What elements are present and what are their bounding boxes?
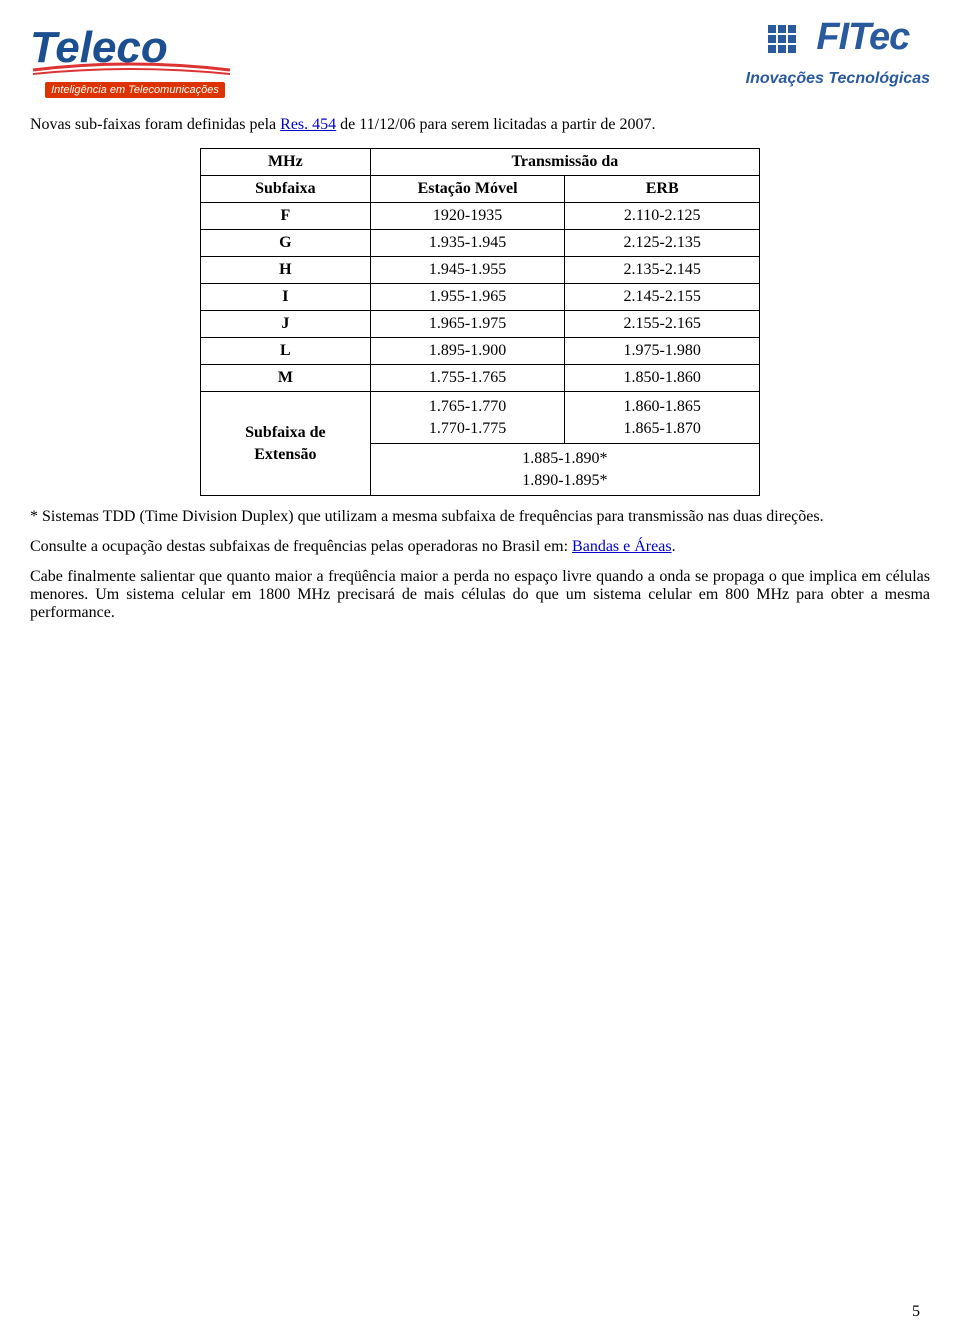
bandas-areas-link[interactable]: Bandas e Áreas [572,538,672,555]
table-row: J 1.965-1.975 2.155-2.165 [201,311,760,338]
frequency-table: MHz Transmissão da Subfaixa Estação Móve… [200,148,760,496]
consult-suffix: . [672,538,676,555]
cell-sub: M [201,365,371,392]
table-row: L 1.895-1.900 1.975-1.980 [201,338,760,365]
cell-erb: 2.125-2.135 [565,230,760,257]
cell-movel: 1.755-1.765 [370,365,565,392]
th-erb: ERB [565,176,760,203]
cell-ext-tdd: 1.885-1.890* 1.890-1.895* [370,444,759,496]
th-mhz: MHz [201,149,371,176]
cell-ext-label: Subfaixa de Extensão [201,392,371,496]
table-row: F 1920-1935 2.110-2.125 [201,203,760,230]
cell-ext-erb: 1.860-1.865 1.865-1.870 [565,392,760,444]
cell-movel: 1.895-1.900 [370,338,565,365]
table-row-ext: Subfaixa de Extensão 1.765-1.770 1.770-1… [201,392,760,444]
fitec-logo: FITec Inovações Tecnológicas [746,20,930,88]
tdd-footnote: * Sistemas TDD (Time Division Duplex) qu… [30,508,930,526]
table-row: G 1.935-1.945 2.125-2.135 [201,230,760,257]
cell-erb: 2.145-2.155 [565,284,760,311]
teleco-logo: Teleco Inteligência em Telecomunicações [30,20,240,98]
cell-sub: L [201,338,371,365]
page-header: Teleco Inteligência em Telecomunicações [30,20,930,98]
consult-prefix: Consulte a ocupação destas subfaixas de … [30,538,572,555]
cell-movel: 1.965-1.975 [370,311,565,338]
cell-movel: 1920-1935 [370,203,565,230]
cell-movel: 1.955-1.965 [370,284,565,311]
cell-sub: J [201,311,371,338]
table-row: H 1.945-1.955 2.135-2.145 [201,257,760,284]
cell-erb: 1.975-1.980 [565,338,760,365]
cell-movel: 1.935-1.945 [370,230,565,257]
th-subfaixa: Subfaixa [201,176,371,203]
frequency-loss-paragraph: Cabe finalmente salientar que quanto mai… [30,568,930,622]
intro-suffix: de 11/12/06 para serem licitadas a parti… [336,116,655,133]
cell-erb: 1.850-1.860 [565,365,760,392]
consult-paragraph: Consulte a ocupação destas subfaixas de … [30,538,930,556]
cell-sub: F [201,203,371,230]
cell-movel: 1.945-1.955 [370,257,565,284]
cell-ext-movel: 1.765-1.770 1.770-1.775 [370,392,565,444]
table-row: I 1.955-1.965 2.145-2.155 [201,284,760,311]
cell-erb: 2.110-2.125 [565,203,760,230]
cell-sub: G [201,230,371,257]
cell-sub: H [201,257,371,284]
page-number: 5 [912,1303,920,1321]
cell-erb: 2.155-2.165 [565,311,760,338]
teleco-logo-svg: Teleco [30,20,240,80]
th-movel: Estação Móvel [370,176,565,203]
cell-sub: I [201,284,371,311]
intro-prefix: Novas sub-faixas foram definidas pela [30,116,280,133]
fitec-grid-icon [766,23,806,68]
intro-paragraph: Novas sub-faixas foram definidas pela Re… [30,116,930,134]
fitec-name: FITec [816,16,909,58]
resolution-link[interactable]: Res. 454 [280,116,336,133]
fitec-tagline: Inovações Tecnológicas [746,70,930,88]
table-row: M 1.755-1.765 1.850-1.860 [201,365,760,392]
th-transmissao: Transmissão da [370,149,759,176]
cell-erb: 2.135-2.145 [565,257,760,284]
teleco-tagline: Inteligência em Telecomunicações [45,82,225,98]
